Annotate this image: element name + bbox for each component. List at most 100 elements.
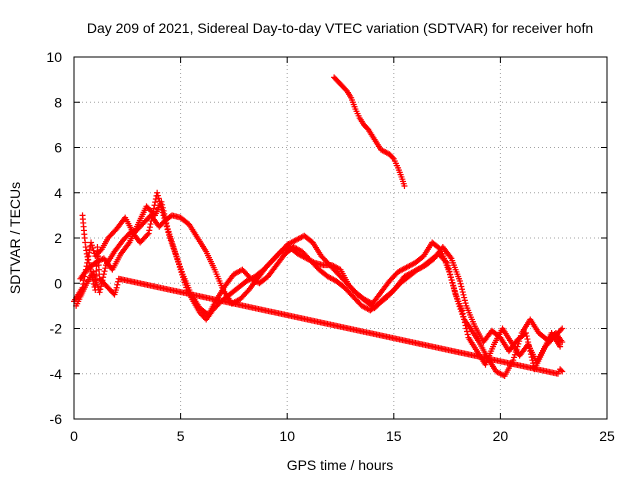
- data-point: [89, 274, 96, 281]
- x-tick-label: 25: [599, 428, 615, 444]
- data-point: [151, 202, 158, 209]
- grid-lines: [74, 57, 607, 419]
- data-point: [559, 325, 566, 332]
- data-point: [462, 322, 469, 329]
- data-point: [88, 239, 95, 246]
- y-tick-label: -6: [50, 411, 63, 427]
- data-point: [148, 217, 155, 224]
- y-tick-label: 10: [46, 49, 62, 65]
- data-point: [152, 199, 159, 206]
- data-point: [88, 242, 95, 249]
- data-point: [88, 268, 95, 275]
- data-point: [161, 213, 168, 220]
- data-point: [80, 277, 87, 284]
- data-point: [163, 219, 170, 226]
- data-point: [525, 339, 532, 346]
- data-point: [148, 214, 155, 221]
- data-point: [463, 328, 470, 335]
- data-point: [557, 343, 564, 350]
- data-point: [147, 221, 154, 228]
- data-point: [461, 294, 468, 301]
- data-point: [464, 331, 471, 338]
- data-point: [527, 348, 534, 355]
- data-point: [162, 216, 169, 223]
- x-tick-label: 10: [279, 428, 295, 444]
- data-point: [447, 271, 454, 278]
- y-tick-label: 6: [54, 140, 62, 156]
- data-point: [529, 357, 536, 364]
- data-point: [389, 154, 396, 161]
- y-tick-label: 8: [54, 94, 62, 110]
- data-point: [90, 247, 97, 254]
- data-point: [113, 284, 120, 291]
- data-point: [460, 291, 467, 298]
- data-point: [159, 201, 166, 208]
- data-point: [558, 367, 565, 374]
- y-axis-label: SDTVAR / TECUs: [7, 182, 23, 294]
- data-point: [88, 271, 95, 278]
- data-point: [451, 285, 458, 292]
- data-point: [87, 265, 94, 272]
- data-point: [444, 262, 451, 269]
- data-point: [463, 325, 470, 332]
- data-marks: [71, 74, 566, 380]
- x-axis-label: GPS time / hours: [287, 457, 394, 473]
- data-point: [101, 268, 108, 275]
- data-point: [461, 297, 468, 304]
- x-tick-label: 15: [386, 428, 402, 444]
- data-point: [511, 354, 518, 361]
- data-point: [451, 288, 458, 295]
- data-point: [154, 192, 161, 199]
- series-track-e: [79, 212, 566, 377]
- data-point: [144, 231, 151, 238]
- data-point: [448, 277, 455, 284]
- data-point: [523, 333, 530, 340]
- data-point: [160, 207, 167, 214]
- data-point: [89, 244, 96, 251]
- data-point: [86, 262, 93, 269]
- data-point: [146, 224, 153, 231]
- data-point: [449, 280, 456, 287]
- data-point: [524, 336, 531, 343]
- series-track-d: [331, 74, 408, 189]
- data-point: [558, 326, 565, 333]
- data-point: [145, 230, 152, 237]
- data-point: [445, 265, 452, 272]
- data-point: [85, 259, 92, 266]
- data-point: [458, 283, 465, 290]
- data-point: [460, 313, 467, 320]
- data-point: [146, 227, 153, 234]
- data-point: [462, 300, 469, 307]
- data-point: [114, 281, 121, 288]
- data-point: [83, 250, 90, 257]
- data-point: [459, 286, 466, 293]
- data-point: [450, 282, 457, 289]
- plot-frame: [73, 56, 608, 420]
- data-point: [154, 189, 161, 196]
- data-point: [98, 283, 105, 290]
- data-point: [459, 289, 466, 296]
- data-point: [158, 198, 165, 205]
- data-point: [459, 310, 466, 317]
- chart-title: Day 209 of 2021, Sidereal Day-to-day VTE…: [87, 20, 593, 36]
- data-point: [525, 342, 532, 349]
- data-point: [84, 253, 91, 260]
- data-point: [461, 316, 468, 323]
- data-point: [457, 280, 464, 287]
- axis-ticks: 0 5 10 15 20 25 -6 -4 -2 0 2 4 6 8 10: [46, 49, 615, 444]
- data-point: [559, 368, 566, 375]
- data-point: [102, 265, 109, 272]
- y-tick-label: 4: [54, 185, 62, 201]
- data-point: [522, 330, 529, 337]
- data-point: [401, 182, 408, 189]
- data-point: [80, 281, 87, 288]
- data-point: [528, 354, 535, 361]
- data-point: [97, 247, 104, 254]
- x-tick-label: 0: [70, 428, 78, 444]
- data-point: [85, 256, 92, 263]
- series-track-c: [77, 198, 564, 373]
- data-point: [559, 339, 566, 346]
- data-point: [86, 246, 93, 253]
- data-point: [444, 259, 451, 266]
